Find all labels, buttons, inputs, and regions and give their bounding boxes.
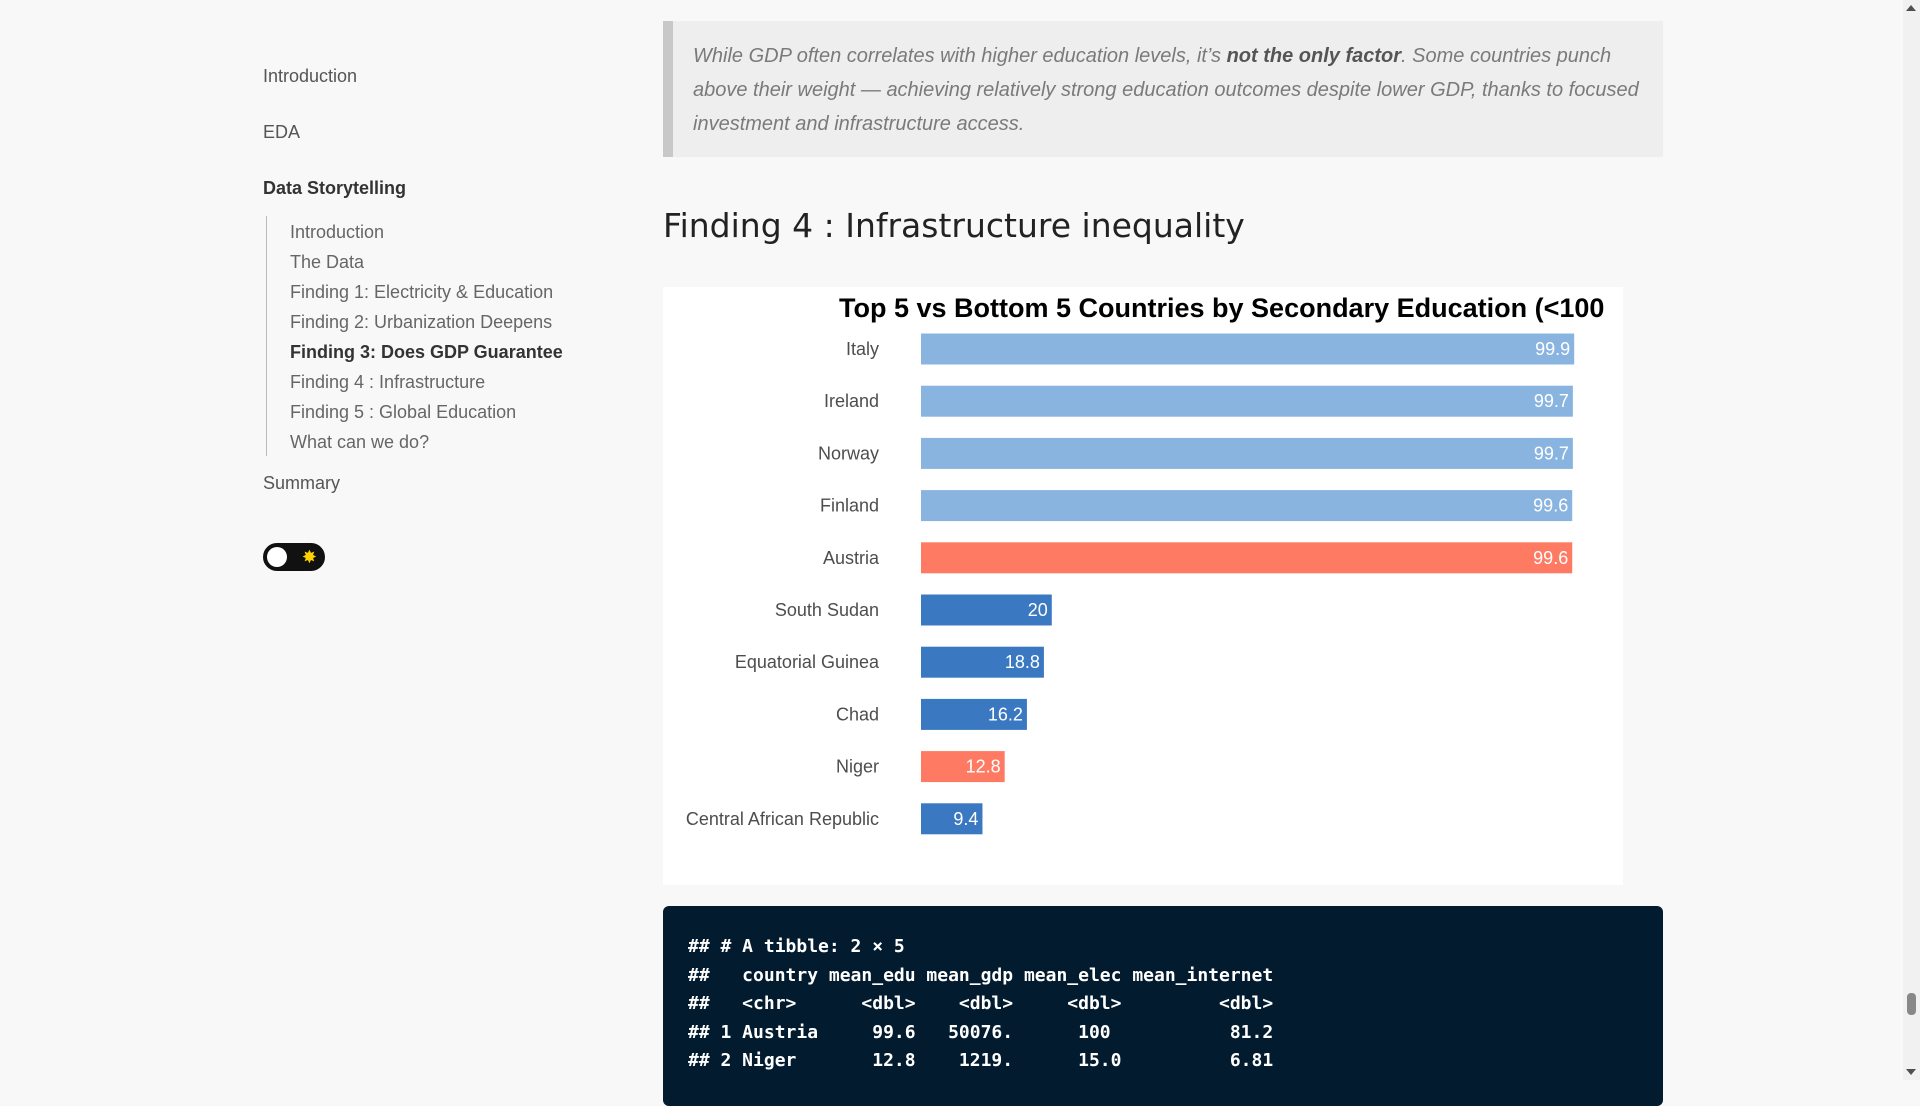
category-label: Niger	[836, 757, 879, 777]
value-label: 99.6	[1533, 496, 1568, 516]
category-label: Chad	[836, 704, 879, 724]
scroll-down-arrow-icon[interactable]	[1906, 1069, 1916, 1075]
bar	[921, 594, 1052, 626]
bar	[921, 437, 1573, 469]
value-label: 12.8	[966, 757, 1001, 777]
category-label: Ireland	[824, 391, 879, 411]
toc-sub-item-finding-2[interactable]: Finding 2: Urbanization Deepens	[290, 312, 553, 332]
category-label: Austria	[823, 548, 880, 568]
value-label: 99.6	[1533, 548, 1568, 568]
bar	[921, 646, 1044, 678]
category-label: Finland	[820, 496, 879, 516]
bars-layer: Italy 99.9 Ireland 99.7 Norway 99.7 Finland 99.…	[686, 333, 1575, 835]
toc-item-introduction[interactable]: Introduction	[263, 66, 358, 86]
toc-sub-item-finding-3[interactable]: Finding 3: Does GDP Guarantee	[290, 342, 563, 362]
category-label: Equatorial Guinea	[735, 652, 880, 672]
code-line: ## 2 Niger 12.8 1219. 15.0 6.81	[688, 1050, 1274, 1071]
value-label: 9.4	[953, 809, 978, 829]
code-output-block: ## # A tibble: 2 × 5 ## country mean_edu…	[663, 906, 1663, 1106]
toc-item-data-storytelling[interactable]: Data Storytelling	[263, 178, 407, 198]
toggle-knob	[267, 547, 287, 567]
category-label: Central African Republic	[686, 809, 879, 829]
value-label: 18.8	[1005, 652, 1040, 672]
toc-sub-item-finding-4[interactable]: Finding 4 : Infrastructure	[290, 372, 486, 392]
scrollbar-thumb[interactable]	[1907, 993, 1916, 1015]
quote-text-part-2: . Some countries punch above their weigh…	[693, 45, 1639, 135]
vertical-scrollbar[interactable]	[1903, 0, 1920, 1080]
scroll-up-arrow-icon[interactable]	[1906, 5, 1916, 11]
toc-sub-item-finding-5[interactable]: Finding 5 : Global Education	[290, 402, 517, 422]
toc-sub-item-the-data[interactable]: The Data	[290, 252, 365, 272]
value-label: 99.7	[1534, 443, 1569, 463]
category-label: Italy	[846, 339, 879, 359]
category-label: South Sudan	[775, 600, 879, 620]
section-heading: Finding 4 : Infrastructure inequality	[663, 206, 1245, 245]
value-label: 16.2	[988, 704, 1023, 724]
code-line: ## 1 Austria 99.6 50076. 100 81.2	[688, 1021, 1274, 1043]
chart-title: Top 5 vs Bottom 5 Countries by Secondary…	[839, 293, 1604, 323]
code-line: ## # A tibble: 2 × 5	[688, 936, 905, 957]
quote-emphasis: not the only factor	[1226, 45, 1402, 67]
quote-text-part-1: While GDP often correlates with higher e…	[693, 45, 1227, 67]
bar-chart: Top 5 vs Bottom 5 Countries by Secondary…	[663, 287, 1623, 885]
code-line: ## country mean_edu mean_gdp mean_elec m…	[688, 964, 1274, 986]
toc-sub-item-finding-1[interactable]: Finding 1: Electricity & Education	[290, 282, 554, 302]
code-output: ## # A tibble: 2 × 5 ## country mean_edu…	[688, 933, 1638, 1076]
bar	[921, 698, 1027, 730]
toc-sub-list: Introduction The Data Finding 1: Electri…	[266, 216, 567, 456]
toc-item-eda[interactable]: EDA	[263, 122, 301, 142]
bar	[921, 333, 1575, 365]
toc-item-summary[interactable]: Summary	[263, 473, 341, 493]
code-line: ## <chr> <dbl> <dbl> <dbl> <dbl>	[688, 993, 1274, 1014]
bar	[921, 803, 983, 835]
callout-quote: While GDP often correlates with higher e…	[663, 21, 1663, 157]
bar-chart-svg: Top 5 vs Bottom 5 Countries by Secondary…	[686, 293, 1604, 835]
bar	[921, 385, 1573, 417]
value-label: 20	[1028, 600, 1048, 620]
bar	[921, 751, 1005, 783]
category-label: Norway	[818, 443, 879, 463]
bar	[921, 490, 1573, 522]
theme-toggle[interactable]: ✸	[263, 543, 325, 571]
sun-icon: ✸	[301, 547, 317, 567]
toc-sub-item-what-can-we-do[interactable]: What can we do?	[290, 432, 430, 452]
bar	[921, 542, 1573, 574]
toc-sub-item-introduction[interactable]: Introduction	[290, 222, 385, 242]
value-label: 99.7	[1534, 391, 1569, 411]
value-label: 99.9	[1535, 339, 1570, 359]
